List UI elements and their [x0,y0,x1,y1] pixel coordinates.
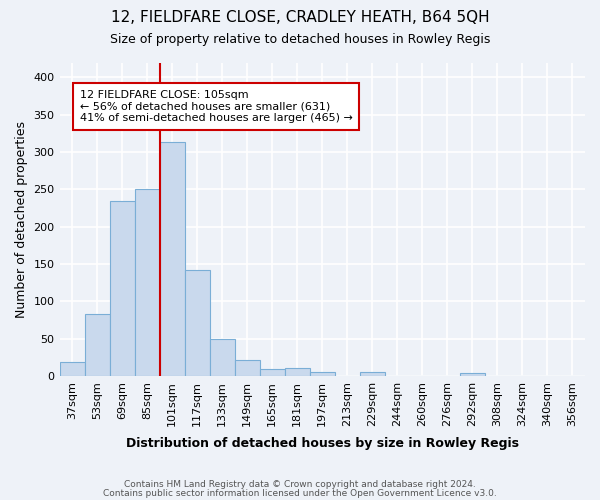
Bar [209,338,235,376]
Text: 12 FIELDFARE CLOSE: 105sqm
← 56% of detached houses are smaller (631)
41% of sem: 12 FIELDFARE CLOSE: 105sqm ← 56% of deta… [80,90,352,124]
Bar [185,270,209,376]
Bar [59,362,85,376]
Text: Size of property relative to detached houses in Rowley Regis: Size of property relative to detached ho… [110,32,490,46]
Bar [85,314,110,376]
Bar [460,373,485,376]
Bar [160,142,185,376]
Bar [360,372,385,376]
X-axis label: Distribution of detached houses by size in Rowley Regis: Distribution of detached houses by size … [126,437,519,450]
Text: Contains public sector information licensed under the Open Government Licence v3: Contains public sector information licen… [103,488,497,498]
Text: 12, FIELDFARE CLOSE, CRADLEY HEATH, B64 5QH: 12, FIELDFARE CLOSE, CRADLEY HEATH, B64 … [110,10,490,25]
Bar [110,200,134,376]
Text: Contains HM Land Registry data © Crown copyright and database right 2024.: Contains HM Land Registry data © Crown c… [124,480,476,489]
Y-axis label: Number of detached properties: Number of detached properties [15,120,28,318]
Bar [285,368,310,376]
Bar [235,360,260,376]
Bar [310,372,335,376]
Bar [134,188,160,376]
Bar [260,369,285,376]
